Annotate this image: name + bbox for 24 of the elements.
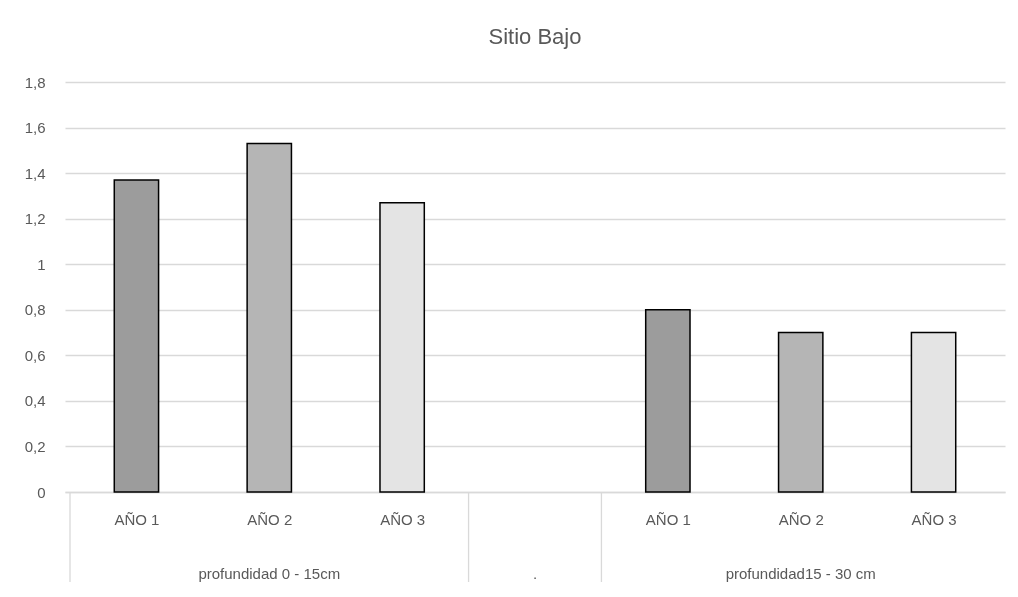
bar	[777, 331, 824, 493]
x-tick-label: AÑO 1	[114, 510, 160, 528]
x-tick-label: AÑO 3	[380, 510, 426, 528]
bar	[644, 309, 691, 493]
y-tick-label: 1,4	[24, 164, 46, 182]
y-tick-label: 0,2	[24, 437, 46, 455]
x-tick-label: AÑO 1	[645, 510, 691, 528]
y-tick-label: 0	[37, 483, 46, 501]
y-tick-label: 1,2	[24, 210, 46, 228]
bar	[246, 142, 293, 493]
y-tick-label: 0,4	[24, 392, 46, 410]
text: profundidad 0 - 15cm	[198, 565, 341, 582]
bar	[113, 179, 160, 493]
y-tick-label: 1	[37, 255, 46, 273]
text: .	[532, 565, 538, 582]
y-tick-label: 1,8	[24, 73, 46, 91]
x-tick-label: AÑO 2	[247, 510, 293, 528]
y-tick-label: 0,6	[24, 346, 46, 364]
y-tick-label: 1,6	[24, 119, 46, 137]
chart-title: Sitio Bajo	[488, 24, 582, 49]
text: profundidad15 - 30 cm	[725, 565, 876, 582]
y-tick-label: 0,8	[24, 301, 46, 319]
x-tick-label: AÑO 3	[911, 510, 957, 528]
x-tick-label: AÑO 2	[778, 510, 824, 528]
